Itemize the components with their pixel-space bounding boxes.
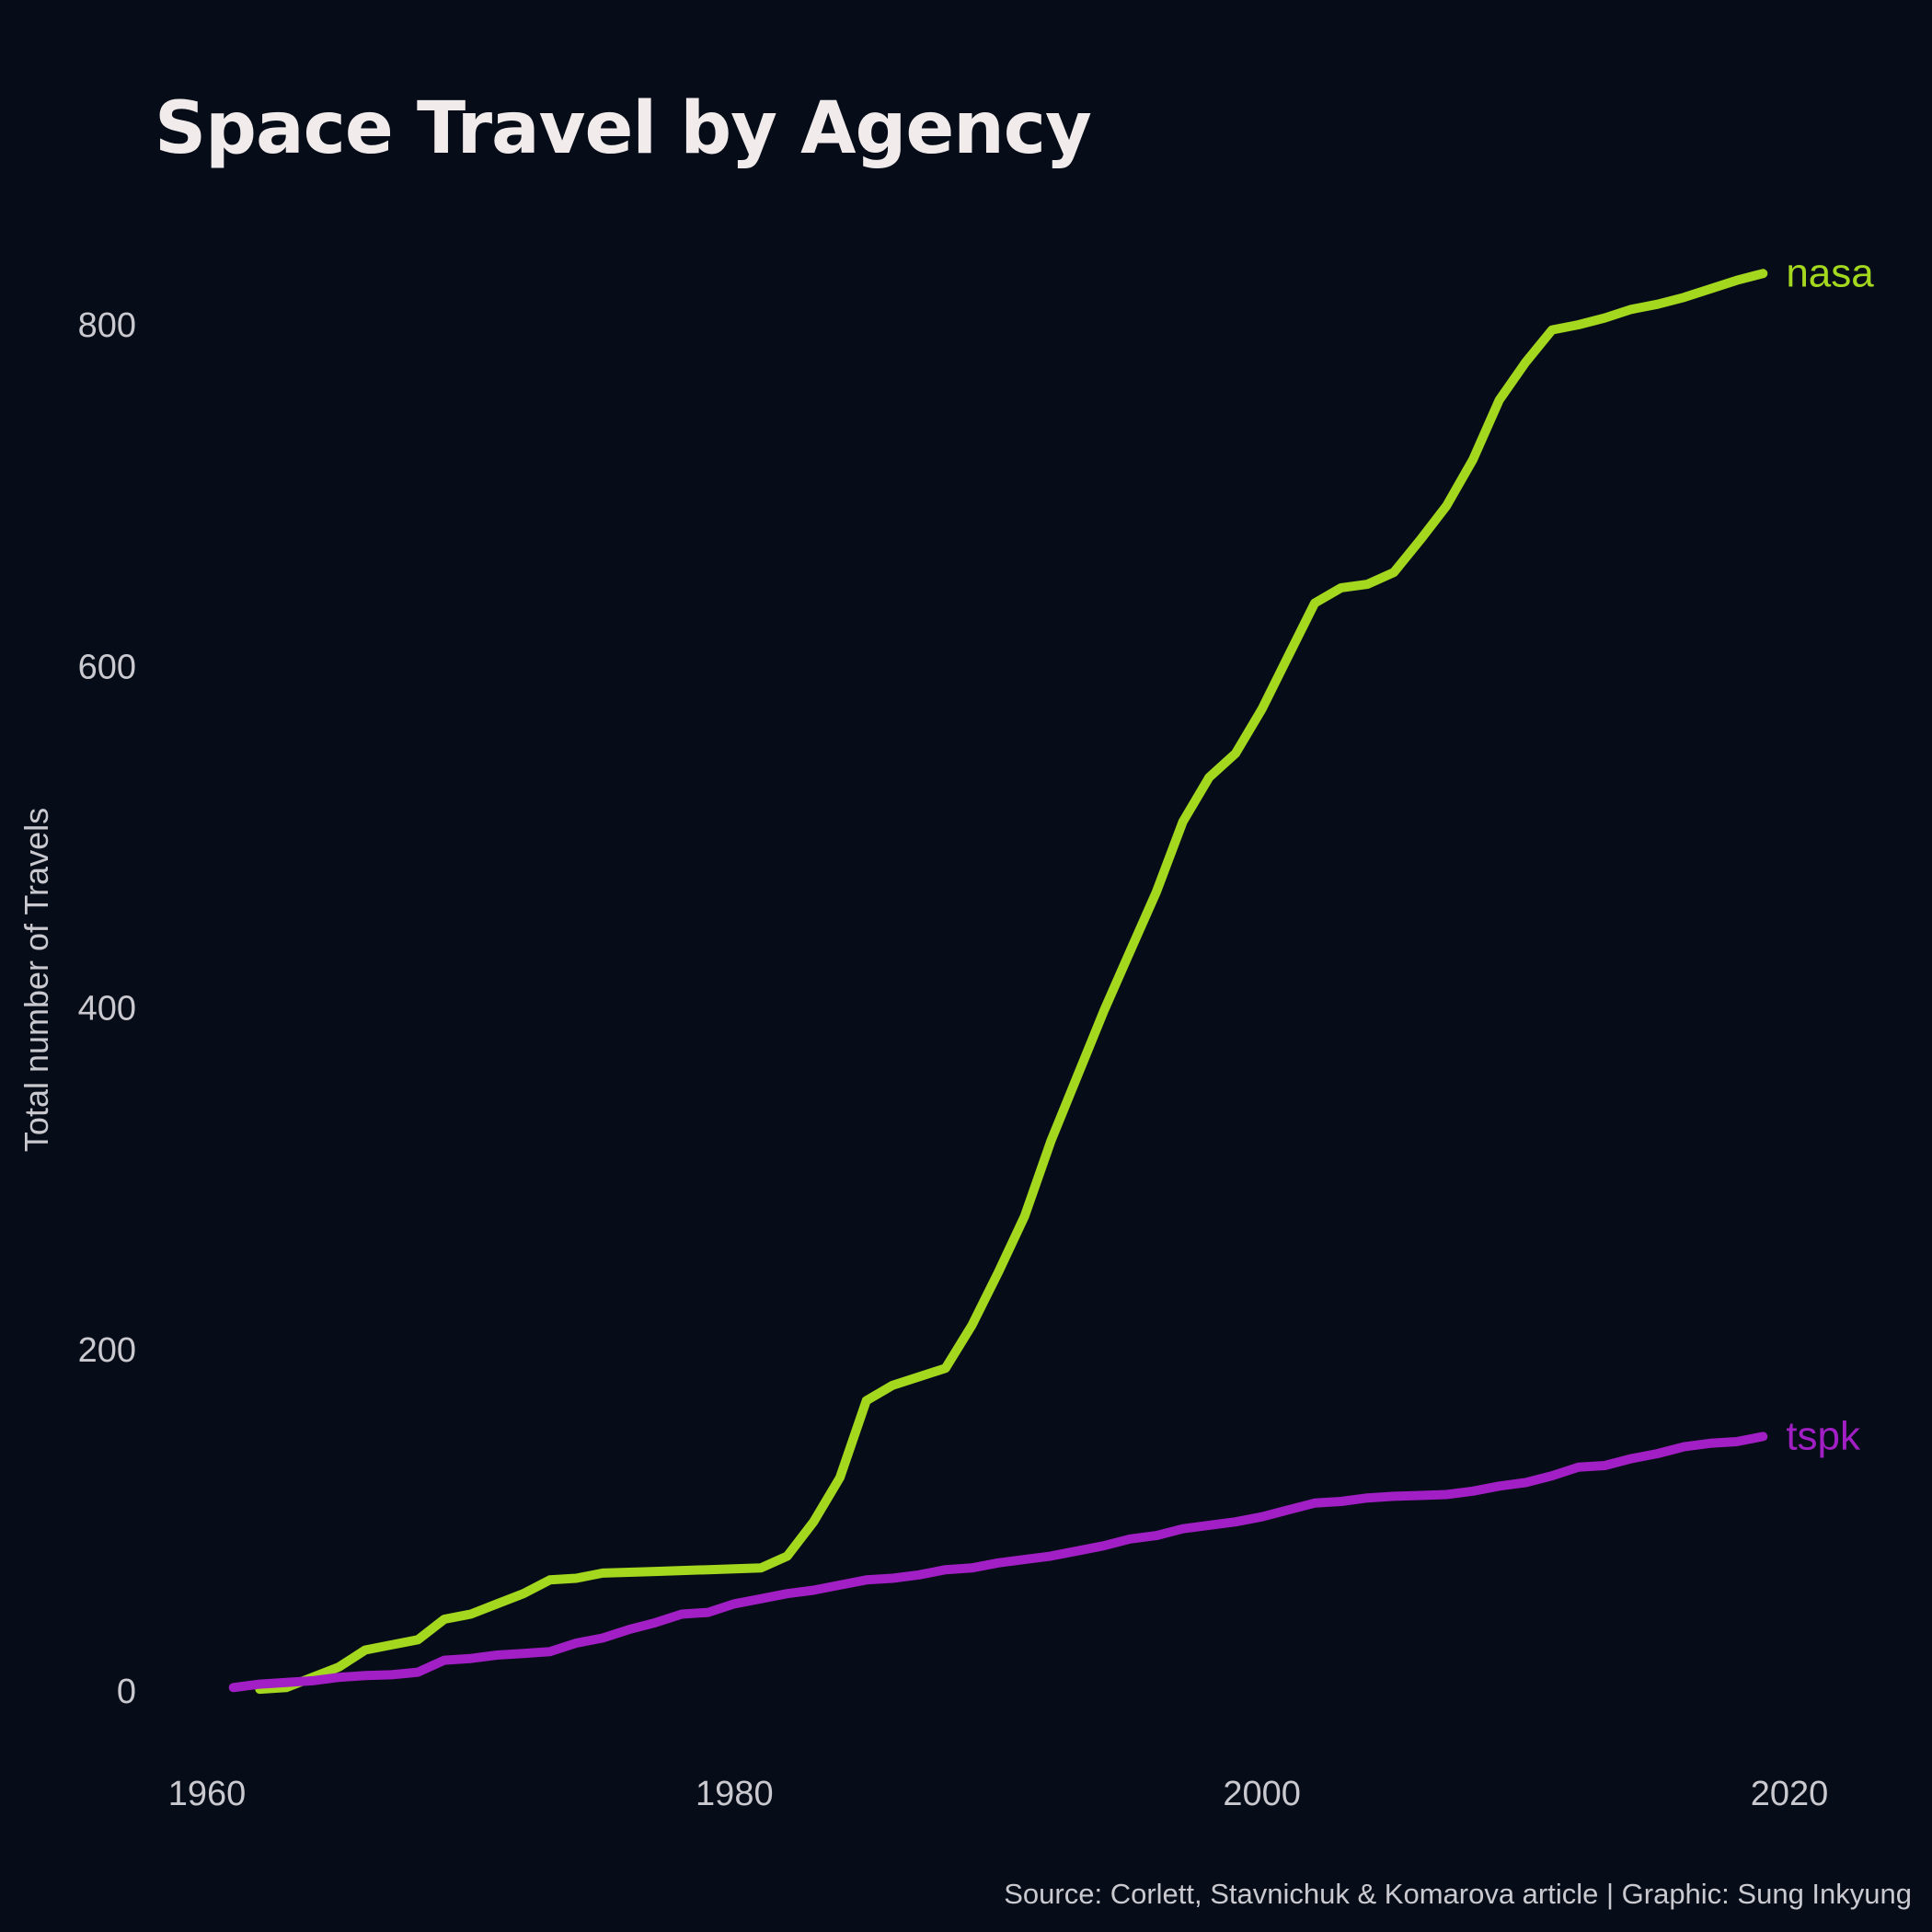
series-label-nasa: nasa: [1786, 250, 1874, 295]
y-tick-label: 600: [78, 648, 136, 686]
y-tick-label: 800: [78, 306, 136, 345]
x-tick-label: 1980: [696, 1775, 774, 1813]
x-tick-label: 2000: [1223, 1775, 1301, 1813]
series-line-tspk: [228, 1432, 1768, 1693]
x-tick-label: 1960: [168, 1775, 247, 1813]
series-line-nasa: [255, 269, 1768, 1695]
y-axis-ticks: 0 200 400 600 800: [78, 306, 136, 1711]
y-tick-label: 0: [117, 1673, 136, 1711]
series-labels: nasa tspk: [1786, 250, 1874, 1458]
series-label-tspk: tspk: [1786, 1413, 1861, 1458]
y-axis-title: Total number of Travels: [17, 808, 55, 1152]
chart-title: Space Travel by Agency: [155, 87, 1091, 170]
x-tick-label: 2020: [1751, 1775, 1829, 1813]
x-axis-ticks: 1960 1980 2000 2020: [168, 1775, 1829, 1813]
series-lines: [228, 269, 1768, 1695]
y-tick-label: 200: [78, 1331, 136, 1370]
y-tick-label: 400: [78, 990, 136, 1029]
chart-caption: Source: Corlett, Stavnichuk & Komarova a…: [1004, 1878, 1912, 1910]
